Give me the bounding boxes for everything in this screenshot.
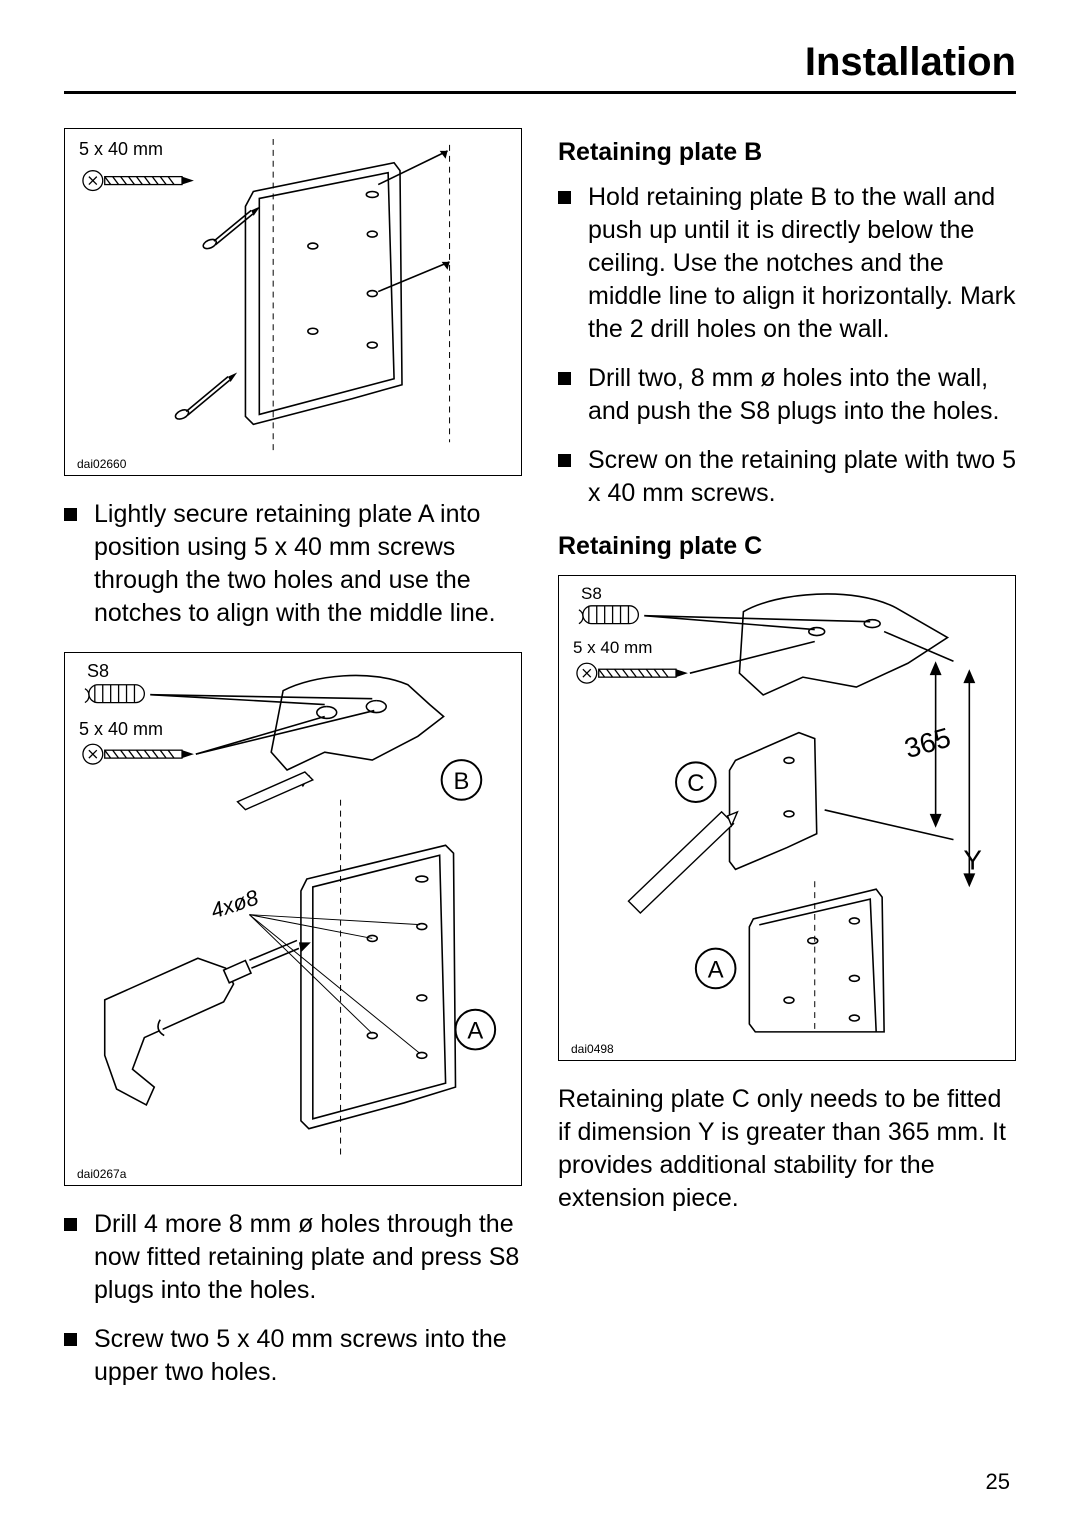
list-item: Lightly secure retaining plate A into po…	[64, 498, 522, 630]
bullets-plate-b: Hold retaining plate B to the wall and p…	[558, 181, 1016, 510]
list-item: Screw on the retaining plate with two 5 …	[558, 444, 1016, 510]
figure2-badge-a-text: A	[467, 1018, 483, 1045]
list-item: Hold retaining plate B to the wall and p…	[558, 181, 1016, 346]
bullets-after-figure2: Drill 4 more 8 mm ø holes through the no…	[64, 1208, 522, 1389]
figure-plate-a-b-drill: S8 5 x 40 mm	[64, 652, 522, 1186]
figure-plate-c: S8 5 x 40 mm	[558, 575, 1016, 1061]
figure3-dimension-y: Y	[963, 844, 982, 875]
list-item: Drill 4 more 8 mm ø holes through the no…	[64, 1208, 522, 1307]
figure3-ref: dai0498	[571, 1042, 614, 1056]
right-column: Retaining plate B Hold retaining plate B…	[558, 128, 1016, 1411]
figure3-dimension-365: 365	[901, 722, 954, 765]
heading-retaining-plate-c: Retaining plate C	[558, 532, 1016, 561]
figure1-ref: dai02660	[77, 457, 126, 471]
page-header: Installation	[64, 40, 1016, 94]
bullets-after-figure1: Lightly secure retaining plate A into po…	[64, 498, 522, 630]
page-number: 25	[986, 1469, 1010, 1495]
page-title: Installation	[64, 40, 1016, 85]
figure2-badge-b-text: B	[454, 768, 470, 795]
figure3-badge-a-text: A	[708, 956, 724, 983]
left-column: 5 x 40 mm	[64, 128, 522, 1411]
figure2-ref: dai0267a	[77, 1167, 126, 1181]
list-item: Drill two, 8 mm ø holes into the wall, a…	[558, 362, 1016, 428]
figure3-badge-c-text: C	[687, 770, 704, 797]
paragraph-plate-c: Retaining plate C only needs to be fitte…	[558, 1083, 1016, 1215]
figure-plate-a-screws: 5 x 40 mm	[64, 128, 522, 476]
list-item: Screw two 5 x 40 mm screws into the uppe…	[64, 1323, 522, 1389]
heading-retaining-plate-b: Retaining plate B	[558, 138, 1016, 167]
